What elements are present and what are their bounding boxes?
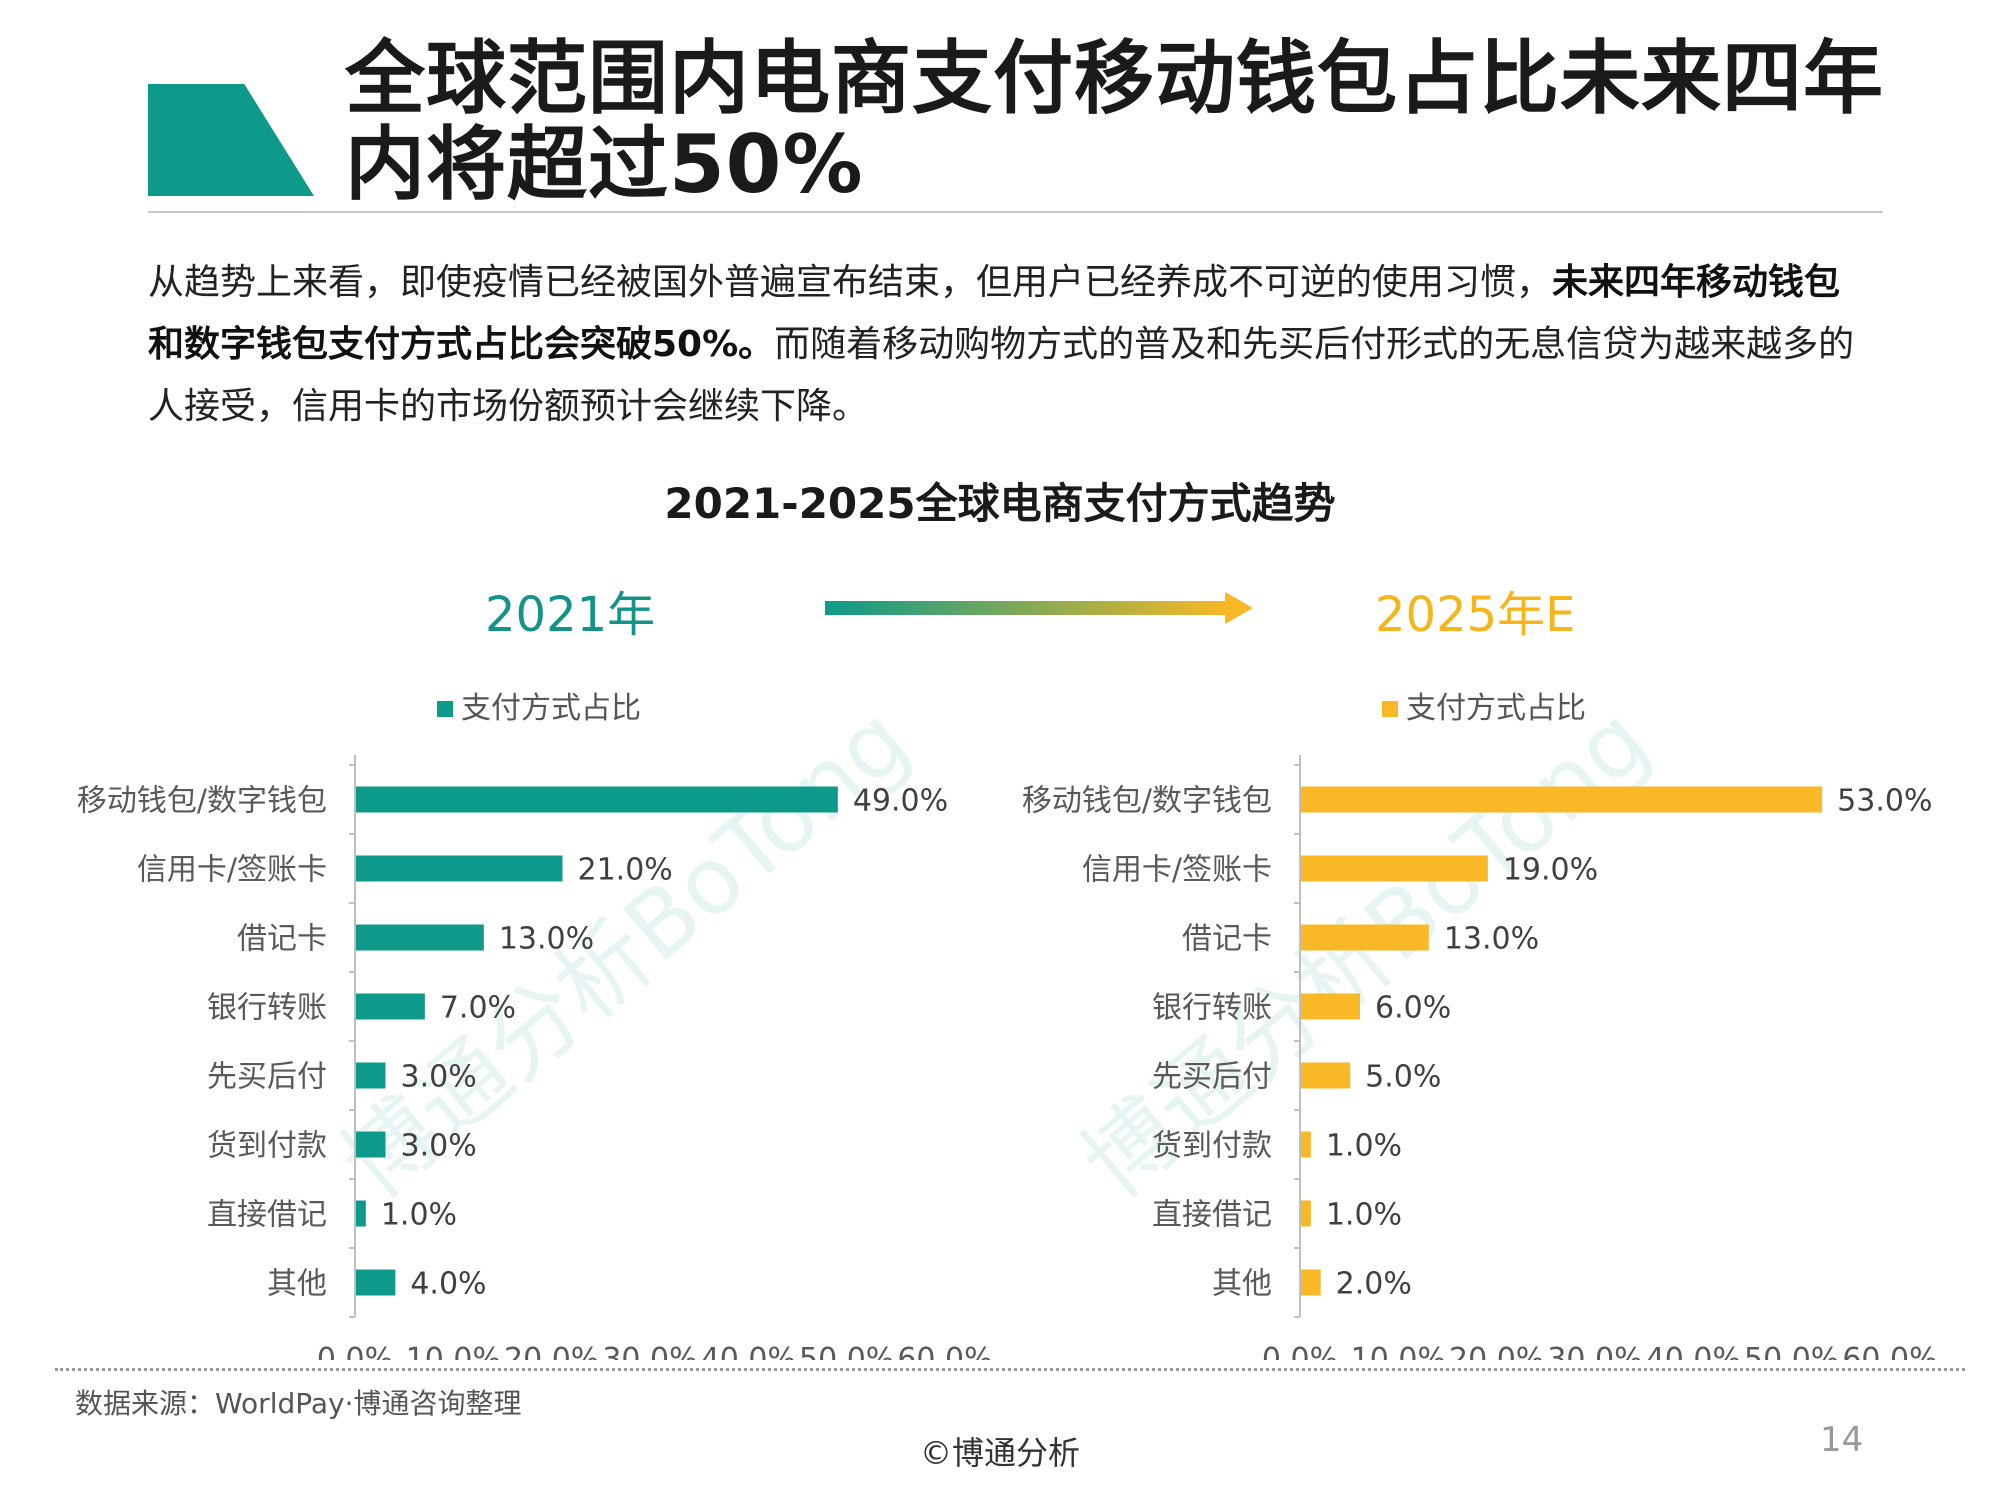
legend-label: 支付方式占比 — [461, 691, 641, 726]
data-label: 7.0% — [440, 991, 516, 1026]
category-label: 借记卡 — [237, 922, 327, 957]
category-label: 信用卡/签账卡 — [137, 853, 327, 888]
category-label: 银行转账 — [1152, 991, 1272, 1026]
bar — [356, 924, 484, 951]
title-divider — [148, 211, 1883, 213]
category-label: 直接借记 — [207, 1198, 327, 1233]
bar — [1301, 1131, 1311, 1158]
data-label: 13.0% — [1444, 922, 1539, 957]
bar — [1301, 993, 1360, 1020]
data-label: 13.0% — [499, 922, 594, 957]
x-tick-label: 50.0% — [1744, 1342, 1839, 1360]
bar — [1301, 1269, 1321, 1296]
data-label: 1.0% — [1326, 1129, 1402, 1164]
data-label: 4.0% — [410, 1267, 486, 1302]
chart-2025: 支付方式占比移动钱包/数字钱包 53.0% 信用卡/签账卡 19.0% 借记卡 13.0%… — [985, 680, 1945, 1377]
category-label: 先买后付 — [207, 1060, 327, 1095]
bar — [356, 1200, 366, 1227]
data-label: 3.0% — [401, 1129, 477, 1164]
x-tick-label: 30.0% — [1547, 1342, 1642, 1360]
bar — [356, 993, 425, 1020]
bar — [1301, 924, 1429, 951]
data-source: 数据来源：WorldPay·博通咨询整理 — [75, 1387, 522, 1420]
x-tick-label: 30.0% — [602, 1342, 697, 1360]
x-tick-label: 50.0% — [799, 1342, 894, 1360]
category-label: 其他 — [1212, 1267, 1272, 1302]
data-label: 19.0% — [1503, 853, 1598, 888]
category-label: 直接借记 — [1152, 1198, 1272, 1233]
data-label: 5.0% — [1365, 1060, 1441, 1095]
category-label: 银行转账 — [207, 991, 327, 1026]
copyright: ©博通分析 — [919, 1434, 1080, 1472]
data-label: 1.0% — [1326, 1198, 1402, 1233]
data-label: 53.0% — [1837, 784, 1932, 819]
bar — [356, 786, 838, 813]
category-label: 货到付款 — [207, 1129, 327, 1164]
chart-title: 2021-2025全球电商支付方式趋势 — [664, 479, 1336, 528]
intro-text-part1: 从趋势上来看，即使疫情已经被国外普遍宣布结束，但用户已经养成不可逆的使用习惯， — [148, 262, 1553, 303]
legend-swatch — [437, 701, 453, 717]
category-label: 借记卡 — [1182, 922, 1272, 957]
x-tick-label: 20.0% — [504, 1342, 599, 1360]
x-tick-label: 60.0% — [1842, 1342, 1937, 1360]
bar — [356, 1062, 386, 1089]
bar — [1301, 1062, 1351, 1089]
bar — [356, 855, 563, 882]
bar — [356, 1269, 396, 1296]
year-label-2025: 2025年E — [1375, 587, 1576, 643]
x-tick-label: 0.0% — [1262, 1342, 1338, 1360]
title-accent-shape — [148, 84, 314, 196]
category-label: 移动钱包/数字钱包 — [1022, 784, 1272, 819]
bar — [1301, 855, 1488, 882]
category-label: 先买后付 — [1152, 1060, 1272, 1095]
bar — [1301, 786, 1823, 813]
category-label: 信用卡/签账卡 — [1082, 853, 1272, 888]
legend-label: 支付方式占比 — [1406, 691, 1586, 726]
category-label: 移动钱包/数字钱包 — [77, 784, 327, 819]
x-tick-label: 40.0% — [701, 1342, 796, 1360]
data-label: 1.0% — [381, 1198, 457, 1233]
x-tick-label: 20.0% — [1449, 1342, 1544, 1360]
bar — [356, 1131, 386, 1158]
x-tick-label: 60.0% — [897, 1342, 992, 1360]
page-number: 14 — [1820, 1420, 1864, 1460]
intro-text-bold: 未来四年移动钱包和数字钱包支付方式占比会突破50%。 — [148, 262, 1841, 365]
data-label: 2.0% — [1336, 1267, 1412, 1302]
x-tick-label: 10.0% — [406, 1342, 501, 1360]
data-label: 6.0% — [1375, 991, 1451, 1026]
chart-2021: 支付方式占比移动钱包/数字钱包 49.0% 信用卡/签账卡 21.0% 借记卡 13.0%… — [40, 680, 1000, 1377]
bar — [1301, 1200, 1311, 1227]
x-tick-label: 40.0% — [1646, 1342, 1741, 1360]
x-tick-label: 0.0% — [317, 1342, 393, 1360]
data-label: 21.0% — [578, 853, 673, 888]
legend-swatch — [1382, 701, 1398, 717]
year-label-2021: 2021年 — [485, 587, 656, 643]
data-label: 49.0% — [853, 784, 948, 819]
category-label: 货到付款 — [1152, 1129, 1272, 1164]
data-label: 3.0% — [401, 1060, 477, 1095]
x-tick-label: 10.0% — [1351, 1342, 1446, 1360]
footer-divider — [55, 1368, 1965, 1371]
category-label: 其他 — [267, 1267, 327, 1302]
intro-text-part2: 而随着移动购物方式的普及和先买后付形式的无息信贷为越来越多的人接受，信用卡的市场… — [148, 324, 1855, 427]
page-title: 全球范围内电商支付移动钱包占比未来四年内将超过50% — [345, 32, 1884, 211]
trend-arrow-icon — [825, 592, 1253, 624]
intro-paragraph: 从趋势上来看，即使疫情已经被国外普遍宣布结束，但用户已经养成不可逆的使用习惯，未… — [148, 252, 1858, 438]
